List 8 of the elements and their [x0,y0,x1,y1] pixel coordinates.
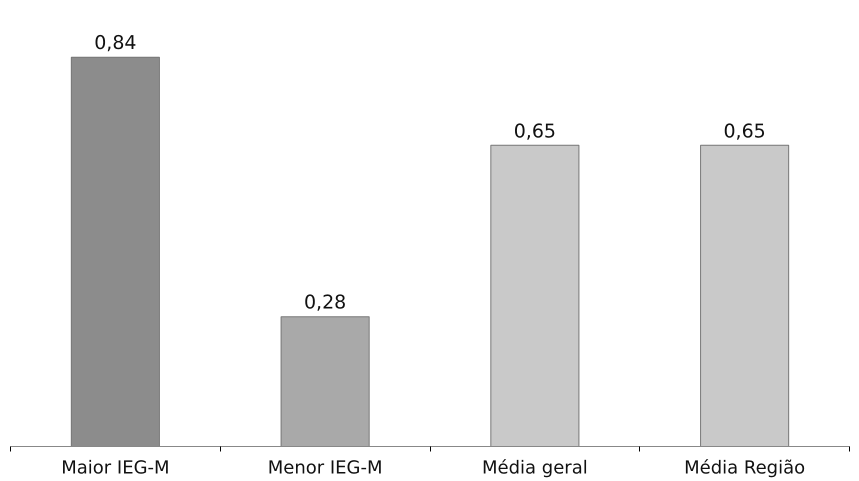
data-label: 0,65 [723,120,766,142]
x-tick-label: Maior IEG-M [61,458,170,478]
x-tick-label: Média Região [684,458,806,478]
data-label: 0,84 [94,32,137,54]
data-label: 0,28 [304,292,346,314]
x-tick-label: Menor IEG-M [268,458,383,478]
data-label: 0,65 [514,120,556,142]
x-tick-label: Média geral [482,458,588,478]
